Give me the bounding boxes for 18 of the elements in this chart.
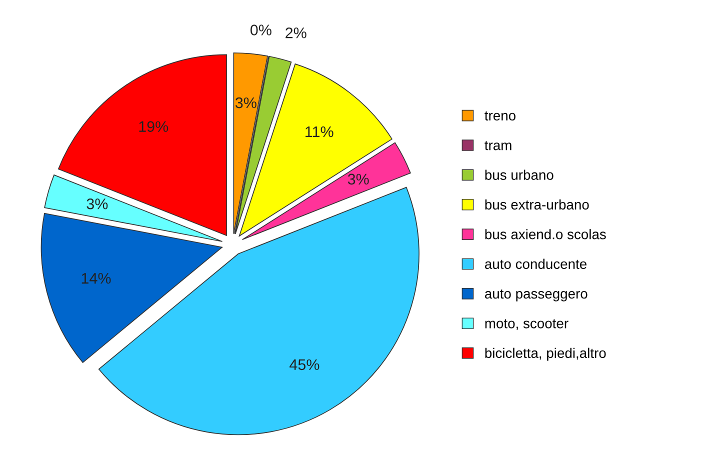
text: 0%	[250, 24, 272, 36]
legend-label: moto, scooter	[485, 319, 568, 330]
data-label: 19%	[139, 121, 168, 132]
data-label: 3%	[235, 97, 256, 108]
legend-label: bus extra-urbano	[485, 199, 589, 210]
legend-label: bus axiend.o scolas	[485, 229, 606, 240]
legend-label: tram	[484, 141, 512, 150]
legend-label: bicicletta, piedi,altro	[485, 348, 606, 361]
legend-label: auto conducente	[485, 258, 586, 269]
data-label: 3%	[86, 198, 108, 210]
data-label: 14%	[82, 272, 111, 284]
data-label: 45%	[290, 359, 320, 370]
data-label: 3%	[348, 174, 369, 185]
data-label: 11%	[306, 126, 334, 138]
legend-label: bus urbano	[485, 170, 554, 180]
data-label: 2%	[286, 27, 306, 38]
legend-label: treno	[484, 111, 516, 121]
legend-label: auto passeggero	[485, 290, 588, 302]
